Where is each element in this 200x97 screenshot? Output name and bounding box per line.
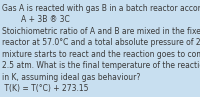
Text: in K, assuming ideal gas behaviour?: in K, assuming ideal gas behaviour? [2, 73, 141, 82]
Text: Stoichiometric ratio of A and B are mixed in the fixed volume: Stoichiometric ratio of A and B are mixe… [2, 27, 200, 36]
Text: reactor at 57.0°C and a total absolute pressure of 2 atm. The: reactor at 57.0°C and a total absolute p… [2, 38, 200, 47]
Text: mixture starts to react and the reaction goes to completion at: mixture starts to react and the reaction… [2, 50, 200, 59]
Text: A + 3B ® 3C: A + 3B ® 3C [2, 15, 70, 24]
Text: Gas A is reacted with gas B in a batch reactor according to:: Gas A is reacted with gas B in a batch r… [2, 4, 200, 13]
Text: 2.5 atm. What is the final temperature of the reaction mixture: 2.5 atm. What is the final temperature o… [2, 61, 200, 70]
Text: T(K) = T(°C) + 273.15: T(K) = T(°C) + 273.15 [2, 84, 89, 93]
